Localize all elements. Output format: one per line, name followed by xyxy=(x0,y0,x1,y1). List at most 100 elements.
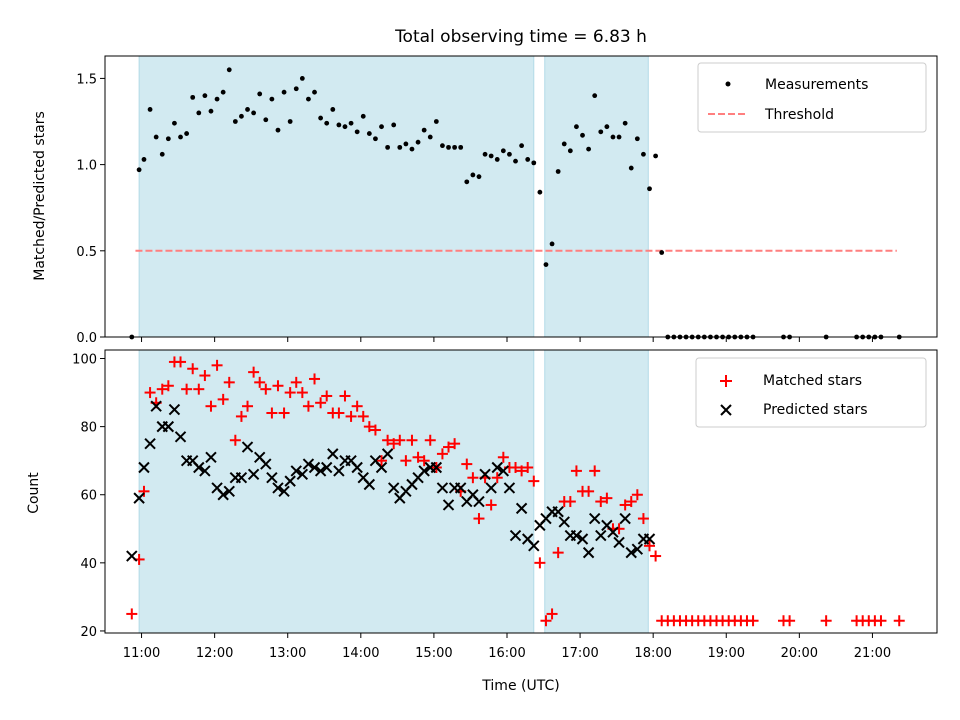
measurement-point xyxy=(159,151,165,157)
matched-star-point xyxy=(229,434,241,446)
measurement-point xyxy=(525,157,531,162)
measurement-point xyxy=(245,107,250,112)
predicted-star-point xyxy=(625,546,637,559)
predicted-star-point xyxy=(284,475,296,487)
predicted-star-point xyxy=(528,540,540,552)
predicted-star-point xyxy=(576,533,589,545)
bottom-legend: Matched stars Predicted stars xyxy=(695,357,927,428)
matched-star-point xyxy=(388,438,400,450)
predicted-star-point xyxy=(442,499,455,511)
y-tick-label: 40 xyxy=(80,557,97,572)
predicted-star-point xyxy=(491,461,503,474)
predicted-star-point xyxy=(296,468,309,481)
matched-star-point xyxy=(382,434,394,446)
predicted-star-point xyxy=(320,461,333,474)
matched-star-point xyxy=(497,451,509,463)
predicted-star-point xyxy=(473,495,485,508)
matched-star-point xyxy=(199,370,211,382)
top-panel: 0.0 0.5 1.0 1.5 Matched/Predicted stars Mea… xyxy=(32,55,938,346)
measurement-point xyxy=(275,127,281,133)
matched-star-point xyxy=(443,441,455,453)
matched-star-point xyxy=(589,465,601,477)
top-legend: Measurements Threshold xyxy=(697,62,927,133)
measurement-point xyxy=(464,179,470,185)
measurement-point xyxy=(592,93,598,99)
measurement-point xyxy=(574,124,579,130)
matched-star-point xyxy=(601,492,613,504)
matched-star-point xyxy=(747,615,759,627)
measurement-point xyxy=(257,91,263,97)
predicted-star-point xyxy=(509,529,522,542)
chart-title: Total observing time = 6.83 h xyxy=(394,27,647,47)
matched-star-point xyxy=(528,475,540,487)
matched-star-point xyxy=(351,400,363,412)
measurement-point xyxy=(184,131,190,136)
predicted-star-point xyxy=(619,512,631,525)
matched-star-point xyxy=(516,465,528,477)
measurement-point xyxy=(537,189,543,195)
measurement-point xyxy=(281,89,287,95)
measurement-point xyxy=(293,86,299,92)
predicted-star-point xyxy=(174,431,187,443)
matched-star-point xyxy=(510,461,522,473)
measurement-point xyxy=(531,160,537,166)
measurement-point xyxy=(519,143,525,149)
x-axis-label: Time (UTC) xyxy=(481,678,559,694)
y-tick-label: 1.5 xyxy=(76,72,97,87)
matched-star-point xyxy=(436,448,448,460)
y-tick-label: 1.0 xyxy=(76,159,97,174)
measurement-point xyxy=(336,122,342,128)
matched-star-point xyxy=(595,496,607,508)
matched-star-point xyxy=(345,410,357,422)
predicted-star-point xyxy=(631,543,644,555)
measurement-point xyxy=(379,124,384,130)
x-tick-label: 19:00 xyxy=(708,646,745,661)
predicted-star-point xyxy=(133,492,145,504)
y-tick-label: 0.0 xyxy=(76,331,97,346)
matched-star-point xyxy=(473,513,485,525)
matched-star-point xyxy=(254,376,266,388)
legend-label-measurements: Measurements xyxy=(765,77,868,93)
matched-star-point xyxy=(461,458,473,470)
measurement-point xyxy=(226,67,232,73)
predicted-star-point xyxy=(223,485,235,498)
matched-star-point xyxy=(223,376,235,388)
matched-star-point xyxy=(162,380,174,392)
predicted-star-point xyxy=(497,465,510,477)
measurement-point xyxy=(507,151,512,157)
matched-star-point xyxy=(412,451,424,463)
measurement-point xyxy=(500,148,506,154)
measurement-point xyxy=(202,93,208,99)
matched-star-point xyxy=(467,472,479,484)
predicted-star-point xyxy=(595,529,607,542)
predicted-star-point xyxy=(454,482,467,494)
matched-star-point xyxy=(272,380,284,392)
matched-star-point xyxy=(406,434,418,446)
observing-window-1 xyxy=(138,55,535,338)
measurement-point xyxy=(312,89,317,95)
matched-star-point xyxy=(625,496,637,508)
matched-star-point xyxy=(449,438,461,450)
y-tick-label: 100 xyxy=(72,353,97,368)
matched-star-point xyxy=(394,434,406,446)
measurement-point xyxy=(421,127,427,133)
predicted-star-point xyxy=(168,403,181,416)
measurement-point xyxy=(360,113,366,119)
predicted-stars-series xyxy=(126,400,656,562)
predicted-star-point xyxy=(387,482,400,494)
bottom-y-axis-ticks: 20 40 60 80 100 xyxy=(72,353,105,640)
predicted-star-point xyxy=(162,420,175,433)
matched-star-point xyxy=(309,373,321,385)
legend-label-threshold: Threshold xyxy=(764,107,834,123)
top-y-axis-label: Matched/Predicted stars xyxy=(32,111,48,281)
matched-star-point xyxy=(235,410,247,422)
matched-star-point xyxy=(491,472,503,484)
measurement-point xyxy=(598,129,604,135)
matched-star-point xyxy=(875,615,887,627)
matched-star-point xyxy=(205,400,217,412)
measurement-point xyxy=(391,122,397,128)
measurement-point xyxy=(446,144,451,150)
measurement-point xyxy=(433,119,439,124)
measurement-point xyxy=(628,165,634,171)
matched-star-point xyxy=(175,356,187,368)
